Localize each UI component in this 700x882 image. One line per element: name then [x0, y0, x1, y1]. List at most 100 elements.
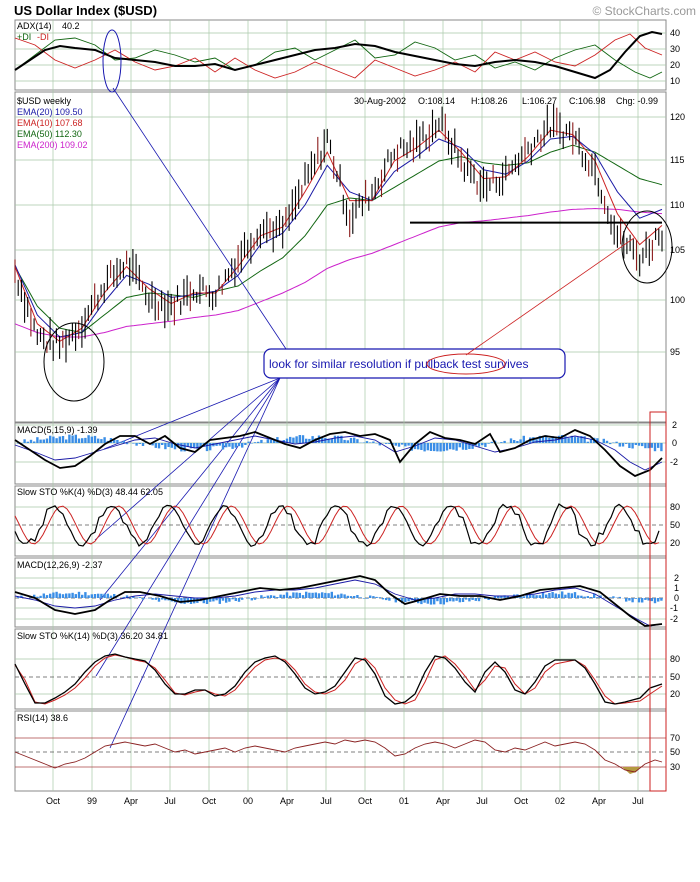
macd-fast-histogram-bar: [404, 443, 407, 447]
macd-slow-histogram-bar: [97, 593, 100, 598]
macd-fast-histogram-bar: [23, 439, 26, 443]
macd-slow-histogram-bar: [535, 595, 538, 598]
macd-fast-histogram-bar: [394, 443, 397, 446]
macd-slow-histogram-bar: [228, 598, 231, 602]
macd-slow-histogram-bar: [442, 598, 445, 605]
sto-slow-ticks: 80 50 20: [670, 654, 680, 699]
macd-fast-histogram-bar: [215, 443, 218, 446]
macd-fast-histogram-bar: [196, 443, 199, 449]
current-highlight-box: [649, 411, 667, 792]
macd-fast-histogram-bar: [340, 435, 343, 443]
macd-fast-histogram-bar: [362, 442, 365, 443]
macd-fast-histogram-bar: [481, 443, 484, 446]
x-tick: 01: [399, 796, 409, 806]
macd-fast-histogram-bar: [164, 443, 167, 450]
rsi-panel: [14, 710, 667, 792]
macd-slow-histogram-bar: [449, 598, 452, 602]
macd-fast-histogram-bar: [308, 438, 311, 443]
adx-ellipse: [102, 29, 122, 93]
macd-fast-histogram-bar: [657, 443, 660, 448]
macd-fast-histogram-bar: [365, 441, 369, 443]
macd-slow-histogram-bar: [378, 597, 381, 598]
macd-fast-histogram-bar: [461, 443, 465, 450]
ema20-value: 109.50: [55, 107, 83, 117]
macd-slow-label: MACD(12,26,9) -2.37: [17, 560, 103, 570]
macd-fast-histogram-bar: [273, 439, 276, 443]
macd-fast-histogram-bar: [407, 443, 410, 446]
macd-fast-histogram-bar: [605, 440, 609, 443]
macd-slow-histogram-bar: [161, 598, 164, 600]
macd-fast-histogram-bar: [583, 436, 586, 443]
sto-slow-panel: [14, 628, 667, 710]
macd-slow-histogram-bar: [660, 598, 663, 601]
macd-fast-histogram-bar: [433, 443, 436, 452]
vertical-gridlines: [52, 20, 639, 791]
macd-fast-histogram-bar: [84, 437, 87, 443]
macd-slow-histogram-bar: [465, 598, 468, 600]
macd-slow-histogram-bar: [84, 592, 87, 598]
macd-fast-histogram-bar: [625, 443, 628, 444]
macd-slow-name: MACD(12,26,9): [17, 560, 80, 570]
macd-fast-histogram-bar: [455, 443, 458, 451]
macd-slow-histogram-bar: [212, 598, 215, 602]
macd-fast-histogram-bar: [221, 443, 225, 450]
x-tick: Oct: [202, 796, 217, 806]
macd-slow-histogram-bar: [599, 595, 602, 598]
macd-slow-histogram-bar: [458, 598, 461, 603]
macd-slow-histogram-bar: [423, 598, 426, 603]
header-close: C:106.98: [569, 96, 606, 106]
macd-slow-histogram-bar: [314, 592, 317, 598]
ema-legend: EMA(20) 109.50 EMA(10) 107.68 EMA(50) 11…: [17, 107, 88, 150]
macd-slow-histogram-bar: [129, 598, 132, 600]
ema-50-line: [14, 144, 663, 334]
macd-slow-histogram-bar: [71, 592, 74, 598]
macd-slow-histogram-bar: [305, 591, 308, 598]
macd-slow-histogram-bar: [583, 596, 586, 598]
macd-slow-histogram-bar: [461, 598, 465, 602]
macd-slow-tick: -1: [670, 603, 678, 613]
macd-slow-histogram-bar: [74, 594, 77, 598]
macd-fast-histogram-bar: [231, 443, 234, 449]
price-ticks: 120 115 110 105 100 95: [670, 112, 685, 357]
macd-slow-histogram-bar: [433, 598, 436, 605]
macd-slow-histogram-bar: [474, 598, 477, 601]
macd-slow-histogram-bar: [407, 598, 410, 602]
macd-slow-histogram-bar: [154, 598, 157, 600]
macd-fast-histogram-bar: [388, 443, 391, 444]
macd-fast-histogram-bar: [573, 436, 577, 443]
macd-slow-histogram-bar: [573, 592, 577, 598]
x-tick: Apr: [124, 796, 138, 806]
sto-fast-name: Slow STO %K(4) %D(3): [17, 487, 113, 497]
svg-text:EMA(200) 109.02: EMA(200) 109.02: [17, 140, 88, 150]
macd-slow-histogram-bar: [500, 596, 503, 598]
macd-fast-histogram-bar: [141, 443, 145, 446]
sto-fast-tick: 80: [670, 502, 680, 512]
macd-slow-histogram-bar: [570, 593, 573, 598]
pullback-pointer: [465, 237, 635, 356]
macd-slow-histogram-bar: [497, 596, 500, 598]
macd-slow-histogram-bar: [631, 598, 634, 603]
macd-fast-histogram-bar: [266, 439, 269, 443]
macd-fast-histogram-bar: [36, 437, 39, 443]
macd-fast-histogram-bar: [327, 438, 330, 443]
sto-fast-d: 62.05: [140, 487, 163, 497]
chart-title: US Dollar Index ($USD): [14, 3, 157, 18]
macd-fast-histogram-bar: [615, 441, 618, 443]
macd-fast-histogram-bar: [337, 435, 340, 443]
macd-slow-histogram-bar: [551, 592, 554, 598]
macd-fast-histogram-bar: [269, 439, 273, 443]
macd-slow-histogram-bar: [125, 595, 129, 598]
header-date: 30-Aug-2002: [354, 96, 406, 106]
macd-fast-histogram-bar: [285, 438, 289, 443]
macd-fast-histogram-bar: [17, 443, 20, 444]
macd-fast-histogram-bar: [199, 443, 202, 447]
macd-fast-histogram-bar: [324, 437, 327, 443]
minus-di-line: [14, 33, 663, 79]
macd-fast-histogram-bar: [458, 443, 461, 448]
ema50-label: EMA(50): [17, 129, 53, 139]
adx-line: [14, 30, 663, 80]
macd-fast-histogram-bar: [93, 435, 97, 443]
macd-fast-histogram-bar: [189, 443, 193, 449]
x-tick: 02: [555, 796, 565, 806]
header-change: Chg: -0.99: [616, 96, 658, 106]
